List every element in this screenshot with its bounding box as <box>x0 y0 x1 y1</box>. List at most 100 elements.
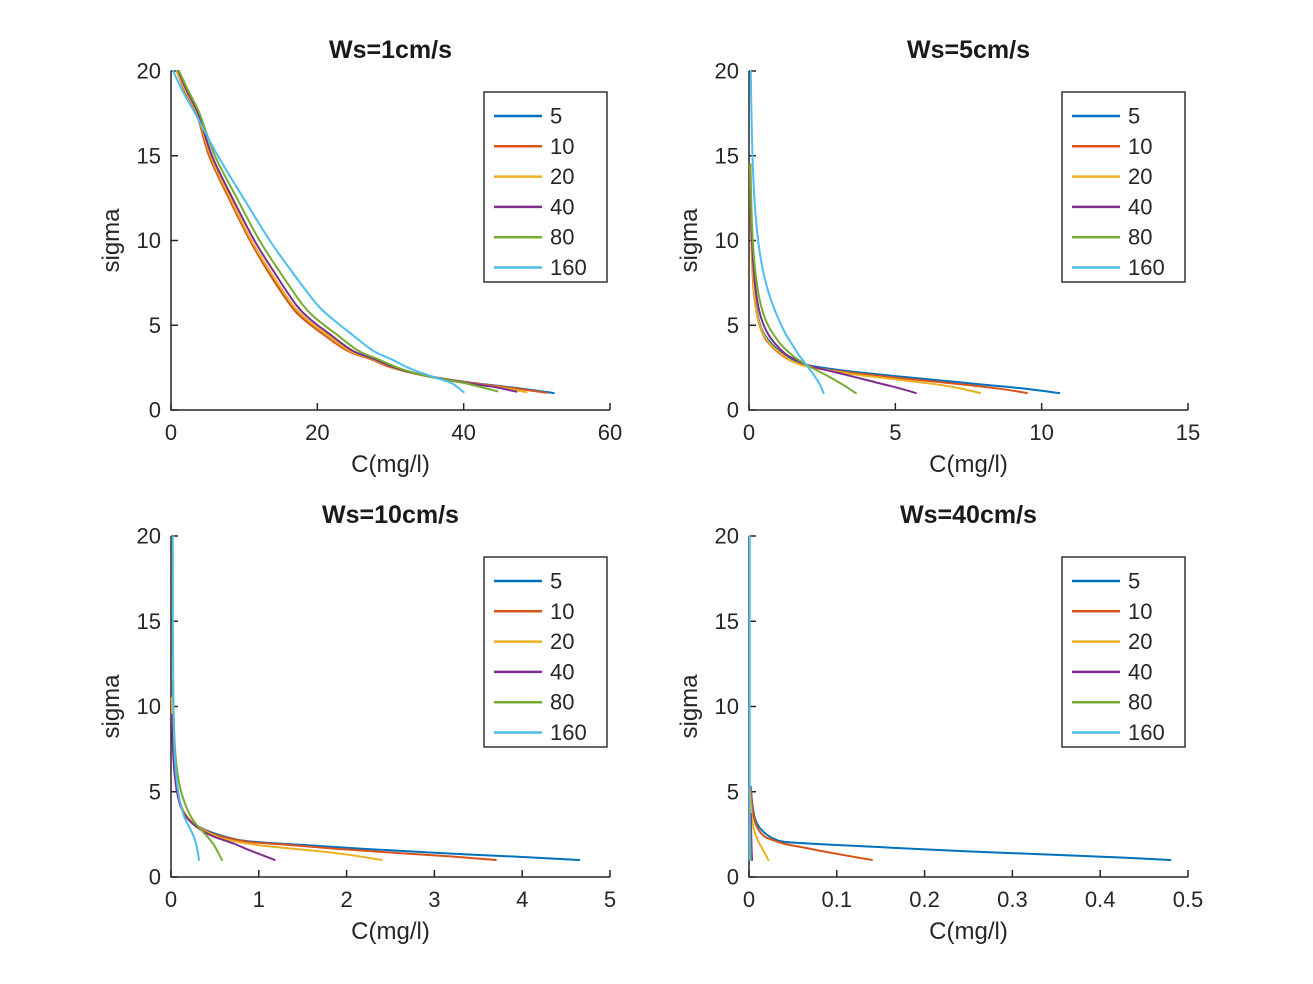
legend-label-10: 10 <box>1128 599 1152 624</box>
plot-title: Ws=10cm/s <box>322 501 459 529</box>
series-line-160 <box>172 70 465 394</box>
x-tick-label: 4 <box>516 887 528 912</box>
legend-label-5: 5 <box>550 104 562 129</box>
y-axis-label: sigma <box>98 674 125 739</box>
legend: 5 10 20 40 80 160 <box>1061 91 1186 283</box>
y-axis-label: sigma <box>676 674 703 739</box>
legend-label-80: 80 <box>550 690 574 715</box>
legend-label-160: 160 <box>550 720 587 745</box>
legend-label-40: 40 <box>1128 659 1152 684</box>
series-line-80 <box>178 70 499 393</box>
x-tick-label: 20 <box>305 420 329 445</box>
series-line-160 <box>171 535 201 861</box>
y-axis-label: sigma <box>676 208 703 273</box>
legend-label-80: 80 <box>550 225 574 250</box>
legend-label-80: 80 <box>1128 225 1152 250</box>
y-tick-label: 10 <box>715 694 739 719</box>
y-tick-label: 10 <box>715 228 739 253</box>
y-tick-label: 10 <box>137 228 161 253</box>
y-tick-label: 15 <box>137 609 161 634</box>
legend: 5 10 20 40 80 160 <box>483 556 608 748</box>
legend: 5 10 20 40 80 160 <box>483 91 608 283</box>
y-tick-label: 15 <box>715 143 739 168</box>
legend-label-40: 40 <box>550 659 574 684</box>
x-axis-label: C(mg/l) <box>351 451 430 478</box>
y-tick-label: 0 <box>727 398 739 423</box>
plot-title: Ws=5cm/s <box>907 36 1030 64</box>
legend-label-10: 10 <box>1128 134 1152 159</box>
series-line-160 <box>749 70 825 395</box>
x-tick-label: 1 <box>253 887 265 912</box>
x-tick-label: 0.3 <box>997 887 1028 912</box>
legend-box <box>1061 556 1186 748</box>
legend-label-20: 20 <box>550 164 574 189</box>
x-tick-label: 0.2 <box>909 887 940 912</box>
y-tick-label: 20 <box>137 59 161 84</box>
series-group <box>170 535 581 861</box>
x-tick-label: 0.4 <box>1085 887 1116 912</box>
legend-label-40: 40 <box>1128 194 1152 219</box>
x-axis-label: C(mg/l) <box>351 918 430 945</box>
series-line-80 <box>749 163 857 395</box>
x-tick-label: 5 <box>889 420 901 445</box>
legend-label-160: 160 <box>550 255 587 280</box>
series-line-20 <box>175 70 528 394</box>
legend-label-20: 20 <box>1128 629 1152 654</box>
legend-box <box>483 91 608 283</box>
x-tick-label: 0 <box>165 887 177 912</box>
legend-label-5: 5 <box>1128 104 1140 129</box>
legend-box <box>1061 91 1186 283</box>
x-axis-label: C(mg/l) <box>929 918 1008 945</box>
x-axis-label: C(mg/l) <box>929 451 1008 478</box>
y-tick-label: 20 <box>715 59 739 84</box>
y-tick-label: 10 <box>137 694 161 719</box>
x-tick-label: 0 <box>743 887 755 912</box>
y-tick-label: 5 <box>727 313 739 338</box>
y-tick-label: 15 <box>137 143 161 168</box>
y-axis-label: sigma <box>98 208 125 273</box>
y-tick-label: 0 <box>149 398 161 423</box>
legend-label-20: 20 <box>550 629 574 654</box>
series-line-10 <box>170 696 497 861</box>
plot-title: Ws=40cm/s <box>900 501 1037 529</box>
legend-label-10: 10 <box>550 134 574 159</box>
plot-title: Ws=1cm/s <box>329 36 452 64</box>
legend-label-80: 80 <box>1128 690 1152 715</box>
x-tick-label: 2 <box>340 887 352 912</box>
legend: 5 10 20 40 80 160 <box>1061 556 1186 748</box>
series-line-10 <box>749 787 873 861</box>
x-tick-label: 0 <box>743 420 755 445</box>
series-line-40 <box>749 163 917 395</box>
x-tick-label: 60 <box>598 420 622 445</box>
series-group <box>172 70 555 395</box>
legend-label-5: 5 <box>1128 569 1140 594</box>
series-group <box>748 70 1061 395</box>
x-tick-label: 0 <box>165 420 177 445</box>
subplot-ws-40cm-s: Ws=40cm/s 0 0.1 0.2 0.3 0.4 0.5 0 5 10 15 20 C(mg/l)… <box>676 501 1203 945</box>
x-tick-label: 10 <box>1029 420 1053 445</box>
legend-label-20: 20 <box>1128 164 1152 189</box>
y-tick-label: 5 <box>149 313 161 338</box>
y-tick-label: 5 <box>149 779 161 804</box>
x-tick-label: 15 <box>1176 420 1200 445</box>
y-tick-label: 20 <box>137 524 161 549</box>
series-line-80 <box>171 679 223 861</box>
legend-label-160: 160 <box>1128 720 1165 745</box>
x-tick-label: 3 <box>428 887 440 912</box>
legend-box <box>483 556 608 748</box>
x-tick-label: 5 <box>604 887 616 912</box>
subplot-ws-5cm-s: Ws=5cm/s 0 5 10 15 0 5 10 15 20 C(mg/l) sigma 5 10 20 4… <box>676 36 1200 478</box>
y-tick-label: 5 <box>727 779 739 804</box>
y-tick-label: 15 <box>715 609 739 634</box>
x-tick-label: 0.5 <box>1173 887 1204 912</box>
subplot-ws-1cm-s: Ws=1cm/s 0 20 40 60 0 5 10 15 20 C(mg/l) sigma 5 10 20… <box>98 36 622 478</box>
legend-label-10: 10 <box>550 599 574 624</box>
y-tick-label: 0 <box>149 865 161 890</box>
x-tick-label: 0.1 <box>822 887 853 912</box>
subplot-ws-10cm-s: Ws=10cm/s 0 1 2 3 4 5 0 5 10 15 20 C(mg/l) sigma 5 10 20… <box>98 501 616 945</box>
series-group <box>748 535 1172 861</box>
y-tick-label: 20 <box>715 524 739 549</box>
series-line-40 <box>170 714 276 861</box>
